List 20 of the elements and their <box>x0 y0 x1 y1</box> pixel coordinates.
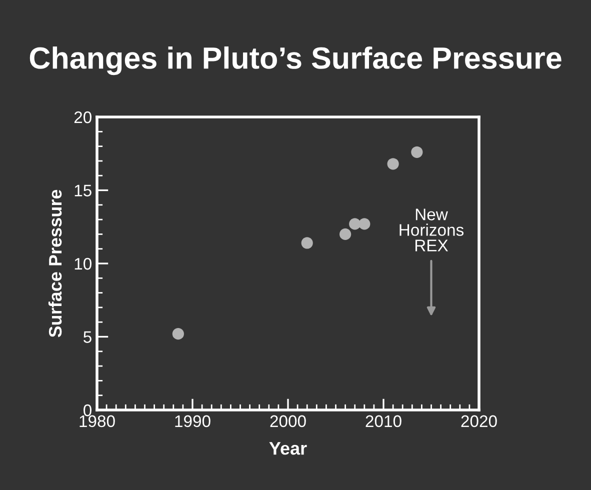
x-tick-label: 2000 <box>270 415 306 428</box>
x-tick-label: 1990 <box>175 415 210 428</box>
x-tick-label: 2010 <box>366 415 402 428</box>
x-tick-label: 2020 <box>461 415 497 428</box>
annotation: New Horizons REX <box>400 208 464 252</box>
y-tick-label: 15 <box>74 184 92 196</box>
x-axis-title: Year <box>269 442 307 455</box>
point <box>411 146 423 158</box>
y-tick-label: 5 <box>84 331 92 343</box>
chart-title: Changes in Pluto’s Surface Pressure <box>30 46 562 76</box>
point <box>172 328 184 340</box>
y-tick-label: 20 <box>74 111 92 124</box>
y-axis-title: Surface Pressure <box>48 190 62 338</box>
point <box>301 237 313 249</box>
y-tick-label: 10 <box>74 258 92 270</box>
point <box>339 228 352 240</box>
point <box>358 218 370 230</box>
x-tick-label: 1980 <box>80 415 115 428</box>
point <box>387 158 399 170</box>
y-tick-label: 0 <box>84 404 92 416</box>
